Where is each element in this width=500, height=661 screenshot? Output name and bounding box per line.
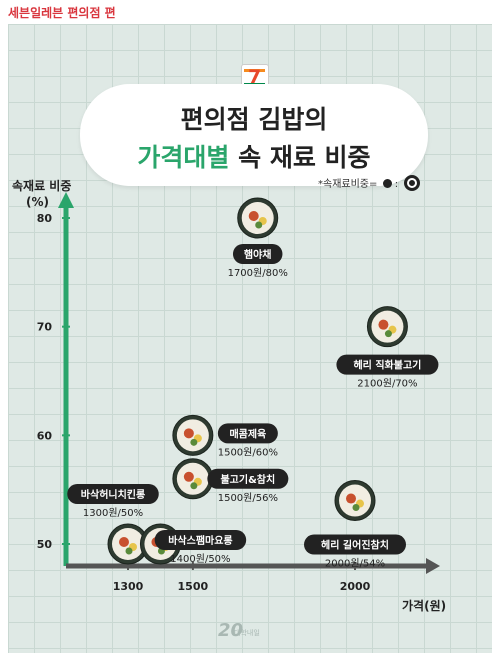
gimbap-ring-icon — [404, 175, 421, 191]
chart-card: 7 편의점 김밥의 가격대별 속 재료 비중 — [8, 24, 492, 653]
chart-title-line2: 가격대별 속 재료 비중 — [80, 138, 428, 174]
gimbap-filling — [352, 504, 360, 512]
y-axis-label-line: (%) — [26, 195, 49, 209]
x-tick-label: 2000 — [340, 580, 371, 593]
legend-colon: : — [391, 179, 402, 190]
point-name-pill — [304, 534, 406, 555]
gimbap-filling — [125, 547, 133, 555]
watermark-logo: 20 — [218, 620, 244, 641]
point-name-label: 헤리 직화불고기 — [353, 359, 421, 372]
point-value-label: 1400원/50% — [170, 553, 230, 565]
point-name-label: 불고기&참치 — [220, 473, 275, 486]
point-name-pill — [67, 484, 159, 504]
x-axis-arrow — [426, 558, 440, 574]
point-name-pill — [154, 530, 247, 550]
y-tick-label: 70 — [37, 321, 53, 334]
point-value-label: 2000원/54% — [325, 558, 385, 570]
gimbap-filling — [384, 330, 392, 338]
title-highlight: 가격대별 — [137, 143, 230, 172]
y-tick-label: 60 — [37, 429, 53, 442]
y-tick-label: 50 — [37, 538, 53, 551]
point-name-pill — [217, 423, 278, 444]
gimbap-filling — [190, 482, 198, 490]
gimbap-filling — [346, 493, 356, 504]
point-value-label: 1700원/80% — [228, 267, 288, 279]
y-axis-arrow — [58, 192, 74, 208]
gimbap-filling — [378, 319, 389, 330]
x-tick-label: 1300 — [113, 580, 144, 593]
y-axis-label-line: 속재료 비중 — [12, 179, 72, 193]
x-axis-label: 가격(원) — [402, 599, 447, 613]
chart-title-box: 편의점 김밥의 가격대별 속 재료 비중 — [80, 84, 428, 186]
point-name-label: 바삭허니치킨롱 — [81, 488, 145, 501]
title-rest: 속 재료 비중 — [229, 143, 371, 172]
gimbap-filling — [183, 428, 194, 439]
y-tick-label: 80 — [37, 212, 53, 225]
point-name-label: 헤리 길어진참치 — [321, 539, 389, 552]
page-caption: 세븐일레븐 편의점 편 — [8, 6, 116, 20]
filling-dot-icon — [382, 179, 392, 188]
gimbap-filling — [119, 537, 129, 547]
point-value-label: 2100원/70% — [357, 378, 417, 390]
gimbap-filling — [255, 221, 263, 229]
point-value-label: 1500원/56% — [218, 492, 278, 504]
point-value-label: 1500원/60% — [218, 446, 278, 458]
chart-title-line1: 편의점 김밥의 — [180, 105, 328, 134]
legend-text: *속재료비중= — [318, 179, 381, 190]
point-name-pill — [336, 354, 439, 375]
gimbap-filling — [190, 438, 198, 446]
watermark-text: 대학내일 — [234, 629, 260, 637]
legend: *속재료비중= : — [318, 175, 421, 191]
gimbap-filling — [183, 471, 194, 482]
point-name-pill — [207, 468, 289, 489]
x-tick-label: 1500 — [178, 580, 209, 593]
point-name-label: 햄야채 — [244, 248, 272, 261]
point-name-label: 바삭스팸마요롱 — [168, 534, 232, 547]
y-axis-label: 속재료 비중 (%) — [12, 178, 71, 210]
point-value-label: 1300원/50% — [83, 507, 143, 519]
point-name-pill — [232, 244, 283, 264]
point-name-label: 매콤제육 — [229, 427, 266, 440]
gimbap-filling — [248, 211, 259, 221]
